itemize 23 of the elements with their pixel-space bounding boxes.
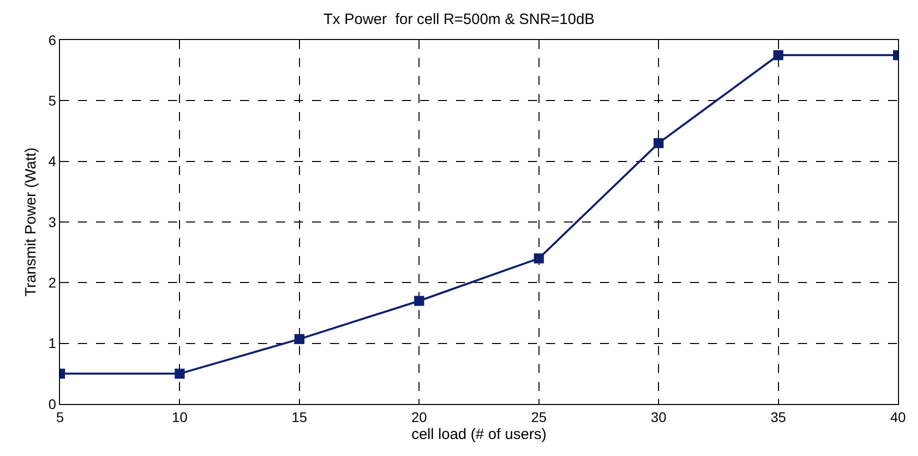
point <box>534 253 544 264</box>
point <box>654 138 664 148</box>
x-axis-title: cell load (# of users) <box>411 426 547 443</box>
y-tick-label: 4 <box>48 153 56 170</box>
y-tick-label: 3 <box>48 214 56 230</box>
y-axis-title: Transmit Power (Watt) <box>22 148 40 296</box>
y-tick-label: 0 <box>48 396 56 412</box>
y-tick-label: 6 <box>48 32 56 48</box>
x-tick-label: 10 <box>172 408 188 425</box>
x-tick-label: 40 <box>890 408 906 425</box>
y-tick-label: 2 <box>48 274 56 291</box>
x-tick-label: 35 <box>770 408 786 425</box>
x-tick-label: 15 <box>292 408 308 425</box>
chart-title: Tx Power for cell R=500m & SNR=10dB <box>324 11 594 28</box>
y-tick-label: 1 <box>48 335 56 352</box>
point <box>174 368 185 379</box>
x-tick-label: 20 <box>411 408 428 425</box>
point <box>773 50 784 60</box>
x-tick-label: 30 <box>650 408 667 425</box>
point <box>294 334 304 344</box>
y-tick-label: 5 <box>48 92 56 109</box>
point <box>414 296 424 306</box>
x-tick-label: 25 <box>531 408 547 425</box>
